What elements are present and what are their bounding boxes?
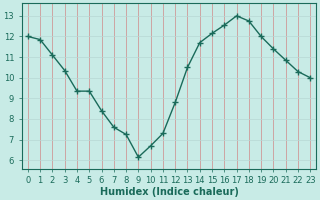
X-axis label: Humidex (Indice chaleur): Humidex (Indice chaleur) <box>100 187 238 197</box>
